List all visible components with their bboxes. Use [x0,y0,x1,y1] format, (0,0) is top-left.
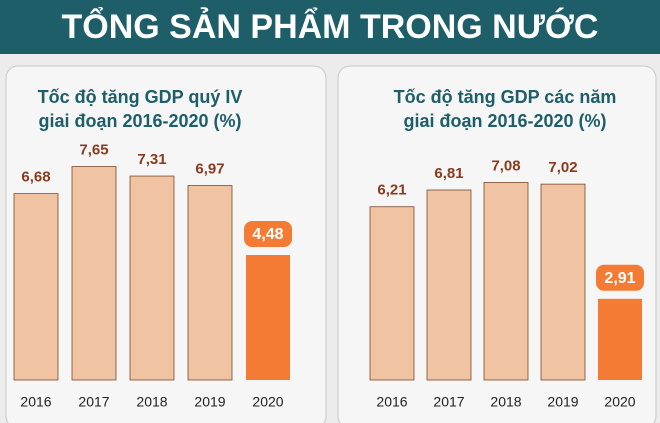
value-label: 6,68 [21,169,50,186]
x-tick-label: 2019 [194,394,225,410]
x-tick-label: 2016 [20,394,51,410]
x-tick-label: 2020 [252,394,283,410]
x-tick-label: 2020 [604,394,635,410]
value-label: 7,31 [137,151,166,168]
value-badge [244,221,292,248]
value-label: 4,48 [252,226,283,243]
bar [540,183,586,381]
value-label: 6,81 [434,165,463,182]
chart-title: Tốc độ tăng GDP các năm [394,87,617,107]
bar [187,185,233,381]
bar [426,189,472,381]
value-label: 6,97 [195,161,224,178]
value-label: 7,08 [491,157,520,174]
bar [13,193,59,381]
header-title: TỔNG SẢN PHẨM TRONG NƯỚC [62,8,599,46]
header-band [0,0,660,54]
bar [71,166,117,381]
x-tick-label: 2018 [490,394,521,410]
bar [483,182,529,381]
x-tick-label: 2017 [78,394,109,410]
value-label: 6,21 [377,182,406,199]
x-tick-label: 2019 [547,394,578,410]
bar [246,255,290,380]
value-label: 7,65 [79,142,108,159]
chart-title: Tốc độ tăng GDP quý IV [38,87,243,107]
bar [598,298,642,380]
value-label: 7,02 [548,159,577,176]
value-badge [596,264,644,291]
bar [369,206,415,381]
chart-title: giai đoạn 2016-2020 (%) [403,111,606,131]
chart-title: giai đoạn 2016-2020 (%) [38,111,241,131]
x-tick-label: 2016 [376,394,407,410]
x-tick-label: 2018 [136,394,167,410]
bar [129,175,175,381]
x-tick-label: 2017 [433,394,464,410]
value-label: 2,91 [604,270,635,287]
